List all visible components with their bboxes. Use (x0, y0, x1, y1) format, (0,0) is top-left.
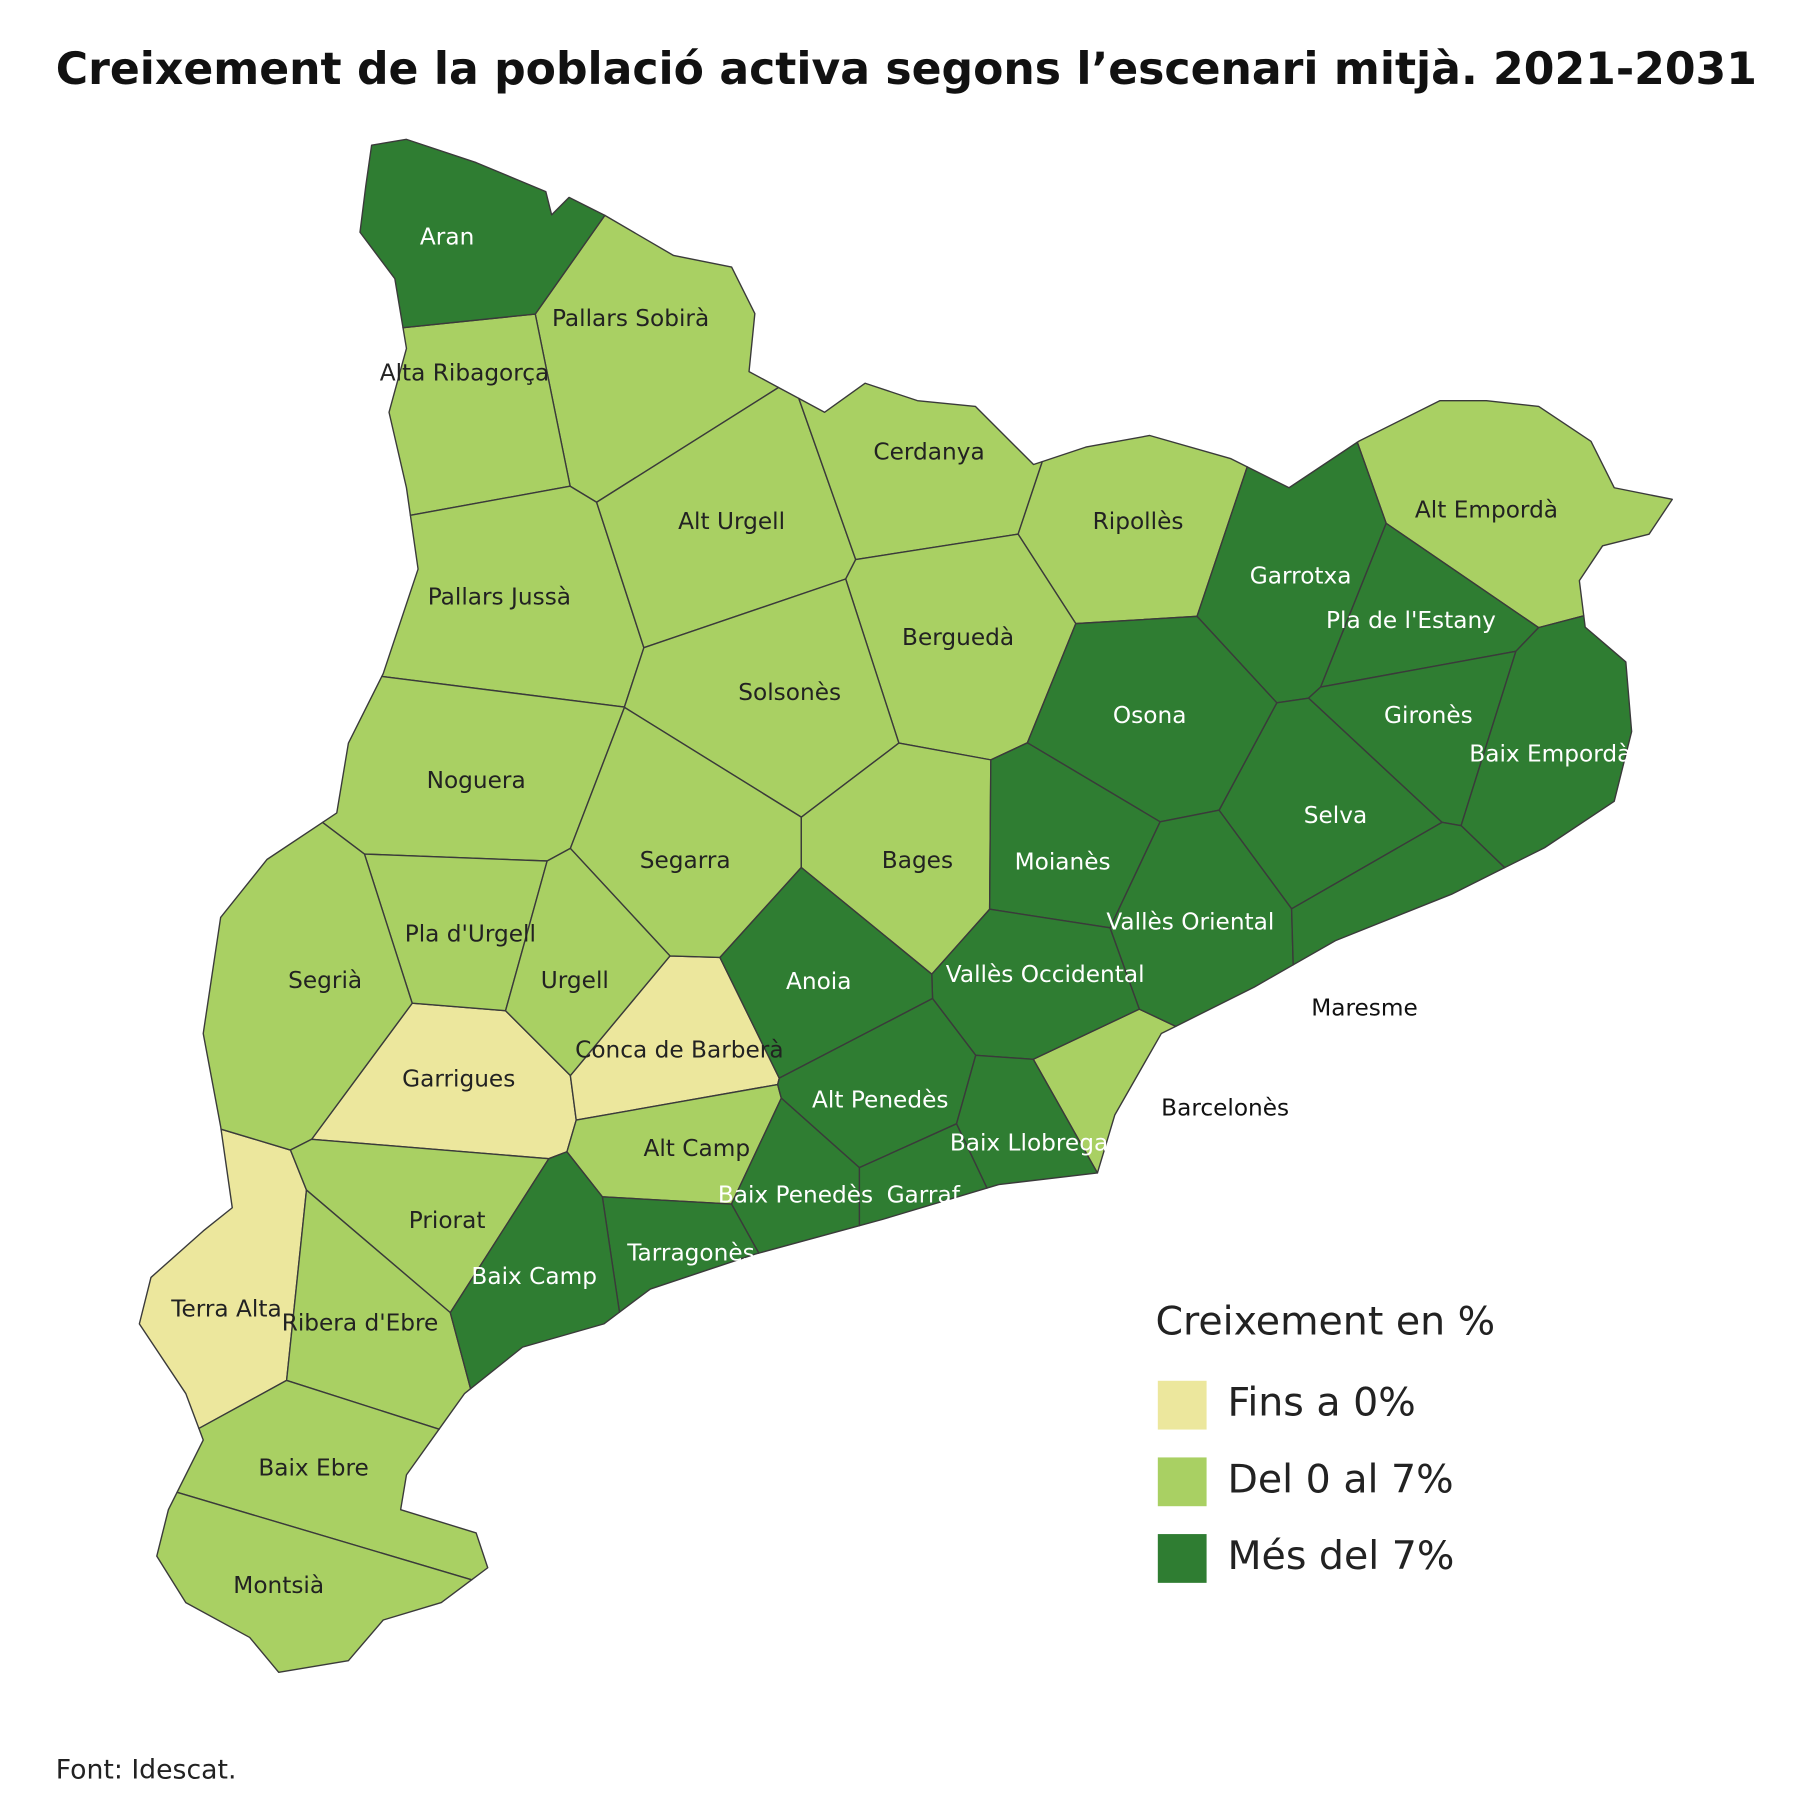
region-label: Garrotxa (1250, 563, 1352, 590)
region (504, 847, 671, 1077)
region-label: Ribera d'Ebre (282, 1309, 439, 1336)
legend-swatch (1157, 1534, 1207, 1583)
region-label: Selva (1304, 802, 1367, 829)
legend-title: Creixement en % (1155, 1298, 1495, 1344)
region-label: Baix Llobregat (950, 1129, 1117, 1156)
legend-label: Més del 7% (1227, 1533, 1454, 1579)
region-label: Pla de l'Estany (1326, 607, 1496, 634)
region (449, 1151, 621, 1390)
region-label: Alt Urgell (678, 508, 785, 535)
region-label: Montsià (233, 1572, 324, 1599)
source: Font: Idescat. (56, 1754, 237, 1785)
region-label: Alta Ribagorça (380, 359, 550, 386)
region-label: Osona (1113, 702, 1187, 729)
regions (138, 138, 1673, 1673)
region-label: Barcelonès (1161, 1095, 1289, 1122)
region-label: Pallars Jussà (428, 584, 571, 611)
region-label: Solsonès (738, 679, 841, 706)
region-label: Pallars Sobirà (552, 305, 709, 332)
legend: Fins a 0% Del 0 al 7% Més del 7% (1157, 1380, 1454, 1583)
region (359, 138, 606, 329)
region-label: Garrigues (402, 1066, 515, 1093)
region-label: Vallès Oriental (1106, 909, 1274, 936)
region-label: Maresme (1311, 995, 1418, 1022)
region-label: Cerdanya (873, 438, 984, 465)
region-label: Tarragonès (626, 1240, 755, 1267)
legend-swatch (1157, 1380, 1207, 1430)
region-label: Terra Alta (170, 1295, 281, 1322)
region-label: Segrià (288, 967, 362, 994)
region-label: Alt Camp (643, 1135, 750, 1162)
region-label: Noguera (427, 767, 526, 794)
region-label: Conca de Barberà (575, 1036, 783, 1063)
region-label: Baix Camp (471, 1263, 597, 1290)
region-label: Ripollès (1093, 508, 1184, 535)
region-label: Baix Ebre (258, 1455, 368, 1482)
region-label: Segarra (640, 847, 731, 874)
region (730, 1097, 861, 1254)
region-label: Priorat (409, 1207, 486, 1234)
region-label: Moianès (1015, 848, 1111, 875)
region (1460, 615, 1633, 869)
region-label: Aran (420, 224, 474, 251)
region-label: Baix Penedès (718, 1182, 873, 1209)
region (156, 1491, 473, 1673)
region-label: Baix Empordà (1469, 740, 1631, 767)
region-label: Urgell (541, 967, 609, 994)
region-labels: Garrigues Conca de Barberà Terra Alta Palla… (170, 224, 1631, 1599)
legend-label: Fins a 0% (1227, 1380, 1415, 1426)
region-label: Alt Empordà (1415, 496, 1558, 523)
region (1290, 821, 1506, 966)
legend-swatch (1157, 1457, 1207, 1507)
title: Creixement de la població activa segons … (56, 44, 1757, 95)
map-root: Creixement de la població activa segons … (56, 44, 1757, 1785)
region-label: Garraf (887, 1182, 961, 1209)
region-label: Bages (882, 847, 953, 874)
region-label: Gironès (1384, 702, 1473, 729)
region-label: Pla d'Urgell (405, 920, 536, 947)
region-label: Anoia (786, 968, 851, 995)
region-label: Vallès Occidental (946, 961, 1145, 988)
region-label: Berguedà (902, 624, 1014, 651)
legend-label: Del 0 al 7% (1227, 1456, 1453, 1502)
region-label: Alt Penedès (812, 1086, 948, 1113)
